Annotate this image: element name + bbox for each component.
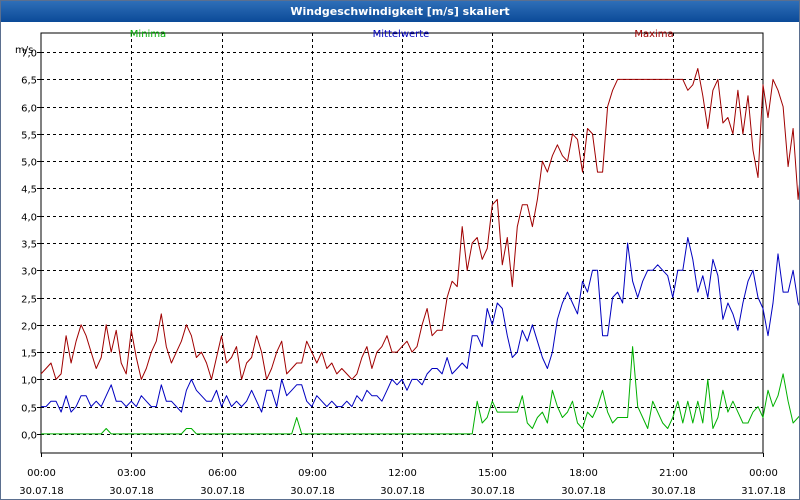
x-tick-date: 30.07.18 xyxy=(561,486,606,497)
y-tick-label: 6,0 xyxy=(21,104,37,115)
legend-mittelwerte: Mittelwerte xyxy=(373,29,430,40)
series-lines xyxy=(40,68,799,435)
x-tick-date: 30.07.18 xyxy=(109,486,154,497)
x-tick-time: 09:00 xyxy=(298,468,327,479)
y-tick-label: 0,0 xyxy=(21,431,37,442)
y-tick-label: 5,0 xyxy=(21,158,37,169)
x-tick-date: 30.07.18 xyxy=(200,486,245,497)
x-tick-time: 00:00 xyxy=(749,468,778,479)
y-tick-label: 3,0 xyxy=(21,267,37,278)
y-tick-label: 6,5 xyxy=(21,76,37,87)
x-tick-time: 21:00 xyxy=(659,468,688,479)
y-tick-label: 1,0 xyxy=(21,376,37,387)
x-tick-date: 30.07.18 xyxy=(19,486,64,497)
y-tick-label: 2,0 xyxy=(21,322,37,333)
x-tick-time: 15:00 xyxy=(478,468,507,479)
legend: Minima Mittelwerte Maxima xyxy=(130,29,674,40)
window-title: Windgeschwindigkeit [m/s] skaliert xyxy=(1,1,799,22)
y-tick-label: 2,5 xyxy=(21,295,37,306)
legend-maxima: Maxima xyxy=(634,29,673,40)
y-tick-label: 4,5 xyxy=(21,185,37,196)
x-tick-date: 31.07.18 xyxy=(741,486,786,497)
y-tick-label: 3,5 xyxy=(21,240,37,251)
y-axis-tick-labels: 0,0 0,5 1,0 1,5 2,0 2,5 3,0 3,5 4,0 4,5 5,0 5,5 6,0 6… xyxy=(21,49,37,442)
x-tick-time: 06:00 xyxy=(208,468,237,479)
y-tick-label: 5,5 xyxy=(21,131,37,142)
grid-lines xyxy=(37,32,764,457)
y-axis-label: m/s xyxy=(15,45,33,56)
x-tick-date: 30.07.18 xyxy=(651,486,696,497)
x-tick-time: 18:00 xyxy=(569,468,598,479)
x-tick-time: 00:00 xyxy=(27,468,56,479)
x-tick-time: 12:00 xyxy=(388,468,417,479)
y-tick-label: 4,0 xyxy=(21,213,37,224)
x-tick-date: 30.07.18 xyxy=(380,486,425,497)
x-tick-date: 30.07.18 xyxy=(290,486,335,497)
series-line-minima xyxy=(41,346,799,435)
x-tick-date: 30.07.18 xyxy=(470,486,515,497)
legend-minima: Minima xyxy=(130,29,166,40)
y-tick-label: 1,5 xyxy=(21,349,37,360)
wind-speed-chart: 0,0 0,5 1,0 1,5 2,0 2,5 3,0 3,5 4,0 4,5 5,0 5,5 6,0 6… xyxy=(15,29,799,497)
series-line-mittelwerte xyxy=(41,237,799,413)
x-axis-tick-labels: 00:00 30.07.18 03:00 30.07.18 06:00 30.07.18 0… xyxy=(19,468,786,497)
y-tick-label: 0,5 xyxy=(21,404,37,415)
series-line-maxima xyxy=(40,68,799,380)
x-tick-time: 03:00 xyxy=(117,468,146,479)
y-tick-label: 7,0 xyxy=(21,49,37,60)
